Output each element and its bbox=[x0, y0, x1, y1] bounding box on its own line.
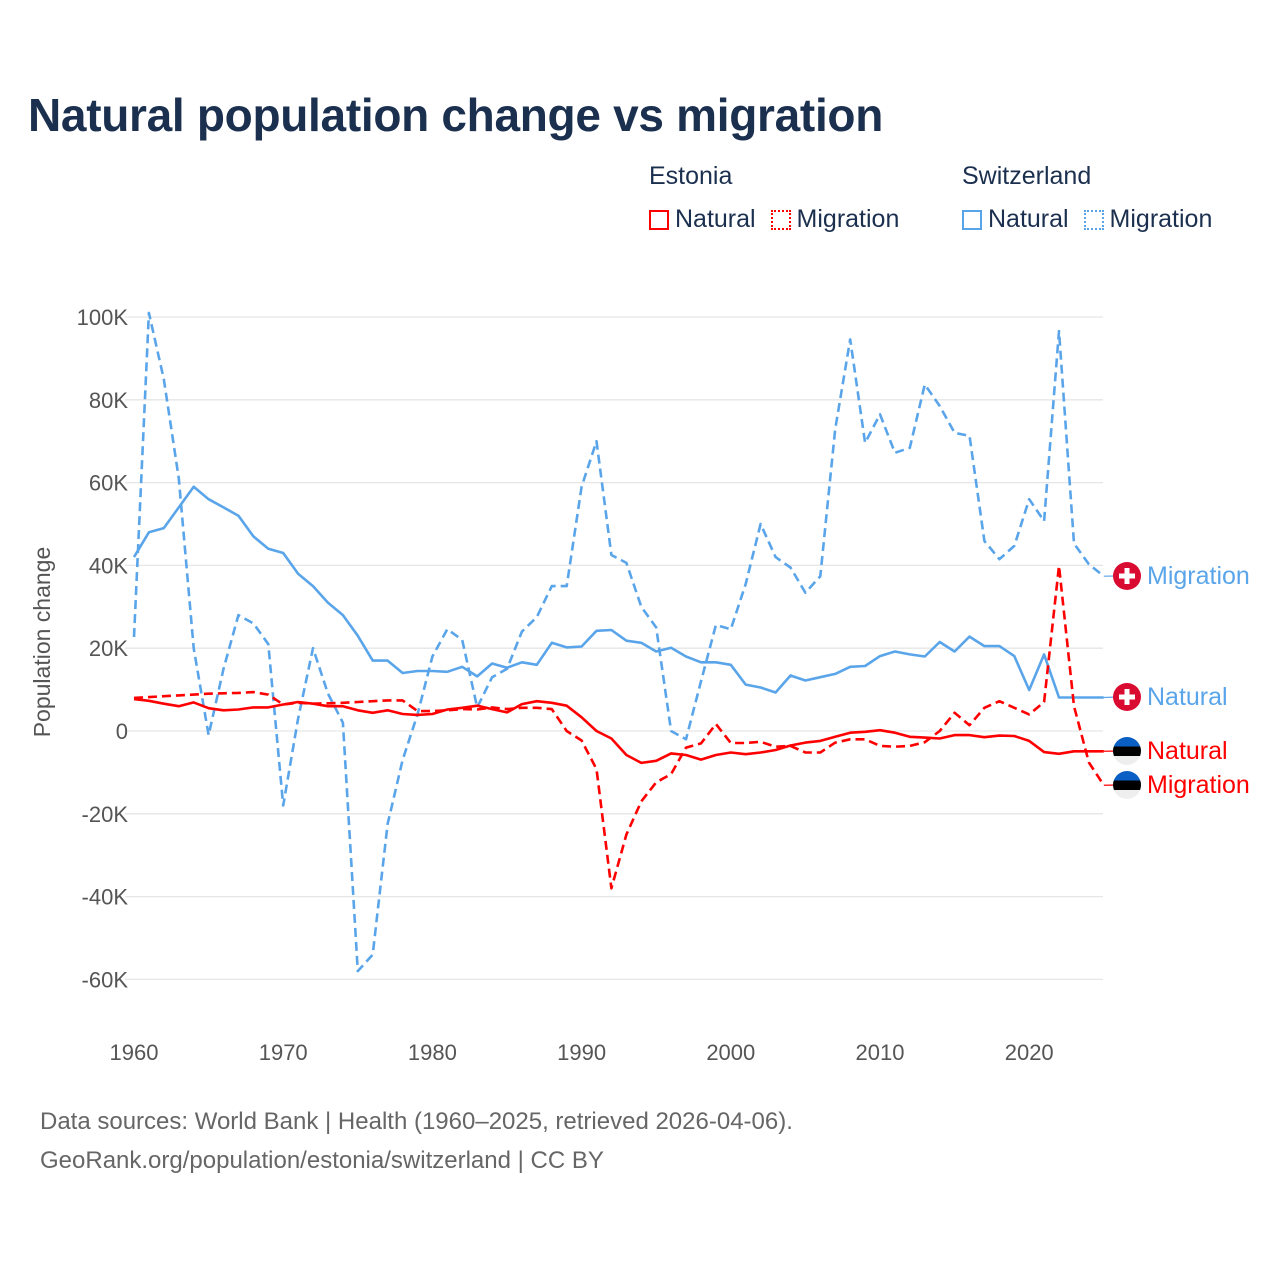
legend-swatch-solid bbox=[962, 209, 982, 230]
series-line-estonia-migration[interactable] bbox=[133, 564, 1105, 890]
y-tick-label: -20K bbox=[82, 802, 129, 827]
legend-swatch-solid bbox=[649, 209, 669, 230]
y-tick-label: 20K bbox=[89, 636, 128, 661]
y-axis-label: Population change bbox=[29, 547, 55, 738]
y-tick-label: 100K bbox=[77, 305, 129, 330]
flag-estonia-icon bbox=[1113, 737, 1141, 765]
flag-switzerland-icon bbox=[1113, 562, 1141, 590]
x-tick-label: 2020 bbox=[1005, 1040, 1054, 1065]
legend-item-switzerland-natural[interactable]: Natural bbox=[962, 205, 1069, 234]
y-tick-label: -40K bbox=[82, 885, 129, 910]
x-tick-label: 1960 bbox=[110, 1040, 159, 1065]
x-tick-label: 1990 bbox=[557, 1040, 606, 1065]
end-label-estonia-natural: Natural bbox=[1147, 737, 1228, 765]
y-tick-label: 40K bbox=[89, 553, 128, 578]
legend-group-title: Switzerland bbox=[962, 162, 1092, 190]
legend-group-switzerland: Switzerland Natural Migration bbox=[962, 162, 1220, 237]
series-line-switzerland-natural[interactable] bbox=[132, 485, 1104, 699]
end-label-estonia-migration: Migration bbox=[1147, 771, 1250, 799]
legend-label: Natural bbox=[675, 205, 756, 233]
y-tick-label: 60K bbox=[89, 471, 128, 496]
footer-credit[interactable]: GeoRank.org/population/estonia/switzerla… bbox=[40, 1147, 604, 1174]
y-tick-label: 0 bbox=[116, 719, 128, 744]
legend-swatch-dashed bbox=[1083, 209, 1104, 230]
y-tick-label: -60K bbox=[82, 967, 129, 992]
legend-label: Migration bbox=[1109, 205, 1213, 233]
end-label-switzerland-natural: Natural bbox=[1147, 683, 1228, 711]
legend-label: Natural bbox=[988, 205, 1069, 233]
legend-group-title: Estonia bbox=[649, 162, 733, 190]
x-tick-label: 1980 bbox=[408, 1040, 457, 1065]
y-tick-label: 80K bbox=[89, 388, 128, 413]
flag-switzerland-icon bbox=[1113, 683, 1141, 711]
x-tick-label: 2000 bbox=[706, 1040, 755, 1065]
legend-item-estonia-natural[interactable]: Natural bbox=[649, 205, 756, 234]
chart-title: Natural population change vs migration bbox=[28, 89, 884, 141]
series-line-switzerland-migration[interactable] bbox=[132, 311, 1105, 973]
footer-sources: Data sources: World Bank | Health (1960–… bbox=[40, 1108, 793, 1135]
flag-estonia-icon bbox=[1113, 771, 1141, 799]
legend-label: Migration bbox=[796, 205, 900, 233]
legend-item-estonia-migration[interactable]: Migration bbox=[770, 205, 900, 234]
legend-swatch-dashed bbox=[770, 209, 791, 230]
legend-group-estonia: Estonia Natural Migration bbox=[649, 162, 907, 237]
legend-item-switzerland-migration[interactable]: Migration bbox=[1083, 205, 1213, 234]
x-tick-label: 2010 bbox=[856, 1040, 905, 1065]
series-line-estonia-natural[interactable] bbox=[133, 697, 1104, 765]
x-tick-label: 1970 bbox=[259, 1040, 308, 1065]
end-label-switzerland-migration: Migration bbox=[1147, 562, 1250, 590]
